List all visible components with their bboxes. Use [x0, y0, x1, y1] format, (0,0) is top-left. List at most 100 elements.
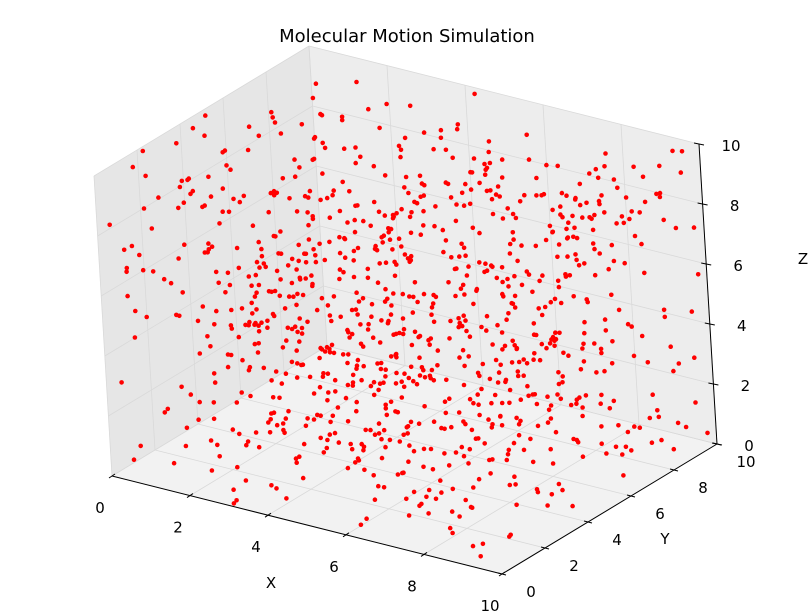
- y-tick-mark: [583, 520, 593, 524]
- data-point: [408, 230, 414, 236]
- data-point: [585, 299, 590, 305]
- data-point: [495, 322, 500, 328]
- data-point: [371, 379, 377, 385]
- data-point: [376, 387, 381, 393]
- data-point: [330, 192, 335, 198]
- data-point: [400, 316, 406, 321]
- data-point: [266, 420, 271, 425]
- grid-line: [423, 424, 640, 555]
- data-point: [500, 347, 505, 352]
- data-point: [384, 412, 390, 418]
- data-point: [206, 241, 211, 246]
- data-point: [177, 313, 182, 319]
- data-point: [594, 370, 599, 375]
- data-point: [515, 258, 520, 264]
- z-tick-label: 0: [744, 437, 754, 455]
- data-point: [572, 197, 578, 202]
- data-point: [388, 354, 394, 359]
- data-point: [299, 122, 305, 127]
- data-point: [269, 378, 274, 383]
- data-point: [307, 188, 313, 194]
- data-point: [379, 436, 384, 442]
- data-point: [543, 237, 549, 243]
- data-point: [228, 167, 233, 172]
- data-point: [225, 270, 231, 276]
- data-point: [269, 289, 274, 295]
- data-point: [619, 214, 625, 219]
- data-point: [528, 436, 533, 442]
- data-point: [254, 290, 259, 296]
- data-point: [561, 350, 566, 356]
- data-point: [422, 375, 428, 380]
- data-point: [611, 177, 617, 182]
- data-point: [560, 214, 565, 220]
- data-point: [459, 444, 465, 450]
- data-point: [484, 165, 490, 171]
- data-point: [392, 273, 398, 279]
- grid-line: [323, 285, 714, 385]
- data-point: [556, 370, 561, 375]
- data-point: [500, 216, 506, 221]
- data-point: [403, 174, 409, 180]
- data-point: [217, 221, 222, 226]
- data-point: [431, 319, 437, 325]
- data-point: [631, 353, 637, 359]
- data-point: [424, 494, 429, 500]
- data-point: [371, 199, 377, 205]
- data-point: [602, 317, 608, 322]
- data-point: [271, 313, 277, 319]
- y-tick-mark: [540, 546, 550, 550]
- data-point: [300, 292, 306, 298]
- data-point: [631, 164, 636, 170]
- data-point: [383, 374, 388, 379]
- grid-line: [326, 345, 718, 445]
- data-point: [303, 276, 309, 281]
- data-point: [563, 274, 569, 279]
- data-point: [471, 301, 476, 307]
- data-point: [466, 354, 472, 359]
- data-point: [488, 188, 493, 193]
- data-point: [390, 247, 395, 252]
- data-point: [257, 265, 262, 270]
- data-point: [205, 334, 210, 339]
- data-point: [349, 307, 355, 313]
- data-point: [447, 336, 452, 341]
- data-point: [378, 366, 384, 372]
- data-point: [530, 459, 536, 465]
- data-point: [438, 135, 444, 141]
- data-point: [342, 235, 347, 241]
- data-point: [197, 399, 202, 405]
- data-point: [408, 253, 414, 259]
- data-point: [380, 240, 386, 245]
- data-point: [265, 318, 270, 324]
- data-point: [642, 199, 648, 205]
- x-tick-mark: [264, 512, 272, 518]
- data-point: [657, 163, 662, 169]
- data-point: [621, 220, 627, 226]
- data-point: [211, 416, 217, 422]
- data-point: [256, 133, 262, 139]
- data-point: [365, 275, 371, 281]
- data-point: [324, 195, 330, 201]
- data-point: [442, 451, 447, 456]
- data-point: [519, 243, 524, 248]
- data-point: [263, 264, 269, 270]
- data-point: [372, 497, 378, 503]
- data-point: [580, 413, 585, 419]
- data-point: [421, 223, 426, 228]
- data-point: [202, 133, 207, 138]
- data-point: [460, 282, 466, 288]
- data-point: [580, 454, 586, 460]
- data-point: [574, 235, 580, 241]
- data-point: [490, 457, 495, 462]
- data-point: [509, 360, 515, 365]
- data-point: [377, 125, 382, 131]
- data-point: [121, 247, 127, 253]
- data-point: [557, 330, 562, 336]
- data-point: [271, 233, 277, 239]
- data-point: [387, 437, 393, 443]
- data-point: [353, 307, 359, 312]
- data-point: [365, 327, 371, 332]
- z-tick-mark: [693, 142, 705, 146]
- data-point: [514, 415, 519, 421]
